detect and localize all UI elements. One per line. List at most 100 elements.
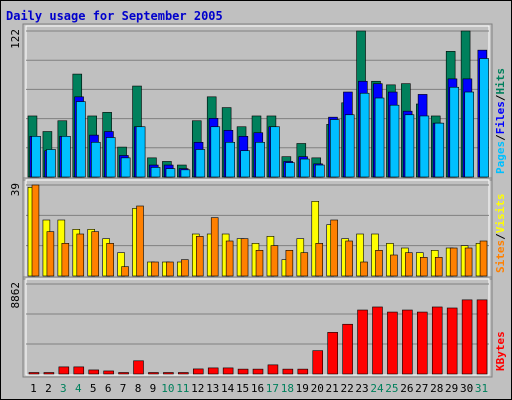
kbytes-bar: [73, 366, 85, 375]
sites-bar: [420, 257, 428, 277]
pages-bar: [31, 136, 41, 178]
pages-bar: [180, 169, 191, 178]
visits-bar: [117, 252, 125, 277]
kbytes-bar: [103, 370, 114, 375]
sites-bar: [136, 205, 144, 277]
x-tick-label: 23: [355, 382, 368, 395]
chart-panels: 122Pages/Files/Hits39Sites/Visits8862KBy…: [9, 23, 507, 378]
sites-bar: [464, 247, 473, 277]
pages-bar: [61, 136, 71, 178]
pages-bar: [165, 168, 176, 178]
sites-bar: [225, 240, 234, 277]
sites-bar: [210, 217, 219, 277]
series-pages: [31, 58, 489, 178]
sites-bar: [405, 252, 413, 277]
y-max-label: 122: [9, 29, 22, 49]
x-tick-label: 25: [385, 382, 398, 395]
pages-bar: [315, 164, 325, 178]
x-tick-label: 2: [45, 382, 52, 395]
x-tick-label: 31: [475, 382, 488, 395]
legend: Pages/Files/Hits: [494, 68, 507, 174]
pages-bar: [46, 149, 56, 178]
sites-bar: [121, 266, 129, 277]
pages-bar: [135, 126, 146, 178]
legend-entry: KBytes: [494, 331, 507, 371]
sites-bar: [181, 259, 189, 277]
x-tick-label: 4: [75, 382, 82, 395]
sites-bar: [195, 236, 204, 277]
sites-bar: [300, 252, 309, 277]
legend-entry: Visits: [494, 194, 507, 234]
panel-kbytes: 8862 KBytes: [9, 276, 507, 378]
sites-bar: [375, 250, 383, 277]
pages-bar: [419, 115, 430, 178]
kbytes-bar: [118, 372, 129, 375]
x-tick-label: 9: [150, 382, 157, 395]
kbytes-bar: [163, 372, 174, 375]
x-tick-label: 20: [311, 382, 324, 395]
pages-bar: [344, 114, 355, 178]
kbytes-bar: [237, 368, 249, 375]
pages-bar: [449, 86, 460, 178]
x-tick-label: 30: [460, 382, 473, 395]
x-axis-labels: 1 2 3 4 5 6 7 8 9 10 11 12 13 14 15 16 17 18 19 20 21 22 23 24 2…: [30, 382, 488, 395]
kbytes-bar: [252, 368, 264, 375]
pages-bar: [434, 122, 445, 178]
pages-bar: [479, 58, 489, 178]
x-tick-label: 10: [161, 382, 174, 395]
x-tick-label: 6: [105, 382, 112, 395]
kbytes-bar: [446, 307, 458, 375]
sites-bar: [345, 240, 353, 277]
kbytes-bar: [88, 369, 99, 375]
series-kbytes: [28, 299, 488, 375]
x-tick-label: 17: [266, 382, 279, 395]
kbytes-bar: [148, 372, 159, 375]
kbytes-bar: [312, 350, 324, 375]
legend-entry: /: [494, 233, 507, 240]
x-tick-label: 11: [176, 382, 189, 395]
legend: Sites/Visits: [494, 194, 507, 274]
kbytes-bar: [372, 306, 383, 375]
kbytes-bar: [327, 332, 338, 375]
sites-bar: [285, 250, 294, 277]
sites-bar: [61, 243, 70, 277]
panel-frame: [22, 276, 493, 378]
kbytes-bar: [43, 372, 55, 375]
kbytes-bar: [267, 364, 279, 375]
x-tick-label: 19: [296, 382, 309, 395]
x-tick-label: 29: [445, 382, 458, 395]
x-tick-label: 15: [236, 382, 249, 395]
pages-bar: [150, 167, 161, 178]
pages-bar: [404, 114, 415, 178]
kbytes-bar: [58, 366, 70, 375]
kbytes-bar: [342, 323, 353, 375]
kbytes-bar: [178, 372, 189, 375]
kbytes-bar: [476, 299, 488, 375]
pages-bar: [225, 141, 235, 178]
x-tick-label: 16: [251, 382, 264, 395]
x-tick-label: 28: [430, 382, 443, 395]
legend-entry: Hits: [494, 68, 507, 95]
kbytes-bar: [461, 299, 473, 375]
sites-bar: [76, 233, 85, 277]
pages-bar: [270, 126, 280, 178]
x-tick-label: 3: [60, 382, 67, 395]
kbytes-bar: [222, 367, 234, 375]
sites-bar: [151, 261, 159, 277]
pages-bar: [210, 126, 221, 178]
legend: KBytes: [494, 331, 507, 371]
kbytes-bar: [387, 311, 398, 375]
panel-hits-files-pages: 122 Pages/Files/Hits: [9, 23, 507, 181]
sites-bar: [106, 243, 114, 277]
kbytes-bar: [297, 368, 309, 375]
kbytes-bar: [192, 368, 204, 375]
sites-bar: [240, 238, 249, 277]
kbytes-bar: [28, 372, 40, 375]
x-tick-label: 12: [191, 382, 204, 395]
legend-entry: Pages: [494, 141, 507, 174]
x-tick-label: 5: [90, 382, 97, 395]
pages-bar: [285, 162, 295, 178]
pages-bar: [105, 137, 116, 178]
x-tick-label: 27: [415, 382, 428, 395]
